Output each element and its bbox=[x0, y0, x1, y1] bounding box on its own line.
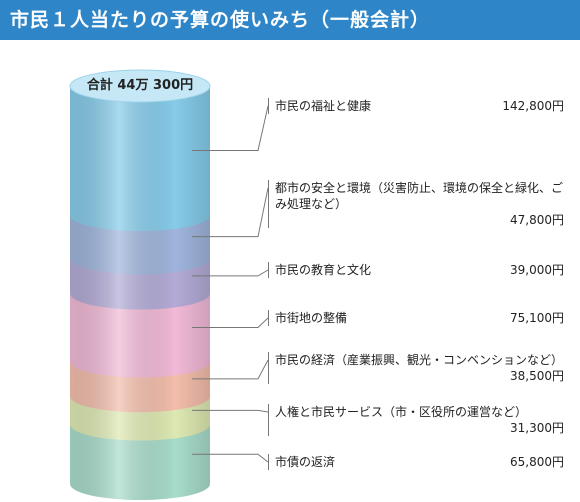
total-label: 合計 44万 300円 bbox=[86, 78, 194, 93]
segment-value-label: 47,800円 bbox=[510, 213, 564, 227]
segment-value-label: 75,100円 bbox=[510, 311, 564, 325]
segment-label: 市民の福祉と健康 bbox=[275, 99, 372, 113]
cylinder-top-cap bbox=[69, 69, 211, 103]
segment-label: 市債の返済 bbox=[275, 455, 336, 469]
segment-value-label: 31,300円 bbox=[510, 421, 564, 435]
segment-value-label: 38,500円 bbox=[510, 369, 564, 383]
chart-title: 市民１人当たりの予算の使いみち（一般会計） bbox=[0, 0, 580, 40]
segment-value-label: 142,800円 bbox=[502, 99, 564, 113]
leader-line-2 bbox=[192, 187, 269, 238]
callout-7: 市債の返済 65,800円 bbox=[268, 454, 568, 470]
callout-3: 市民の教育と文化 39,000円 bbox=[268, 262, 568, 278]
segment-value-label: 65,800円 bbox=[510, 455, 564, 469]
segment-label: 都市の安全と環境（災害防止、環境の保全と緑化、ごみ処理など） bbox=[275, 181, 564, 211]
callout-5: 市民の経済（産業振興、観光・コンベンションなど） 38,500円 bbox=[268, 352, 568, 384]
callout-4: 市街地の整備 75,100円 bbox=[268, 310, 568, 326]
leader-line-6 bbox=[192, 409, 269, 413]
segment-value-label: 39,000円 bbox=[510, 263, 564, 277]
callout-1: 市民の福祉と健康 142,800円 bbox=[268, 98, 568, 114]
callout-2: 都市の安全と環境（災害防止、環境の保全と緑化、ごみ処理など） 47,800円 bbox=[268, 180, 568, 228]
leader-line-5 bbox=[192, 359, 269, 380]
segment-shade-1 bbox=[70, 70, 210, 232]
leader-line-7 bbox=[192, 453, 269, 463]
leader-line-4 bbox=[192, 317, 269, 328]
leader-line-3 bbox=[192, 269, 269, 277]
cylinder-chart bbox=[69, 69, 269, 500]
callout-6: 人権と市民サービス（市・区役所の運営など） 31,300円 bbox=[268, 404, 568, 436]
segment-label: 人権と市民サービス（市・区役所の運営など） bbox=[275, 405, 528, 419]
segment-label: 市民の経済（産業振興、観光・コンベンションなど） bbox=[275, 353, 564, 367]
segment-label: 市民の教育と文化 bbox=[275, 263, 372, 277]
leader-line-1 bbox=[192, 105, 269, 152]
segment-label: 市街地の整備 bbox=[275, 311, 348, 325]
